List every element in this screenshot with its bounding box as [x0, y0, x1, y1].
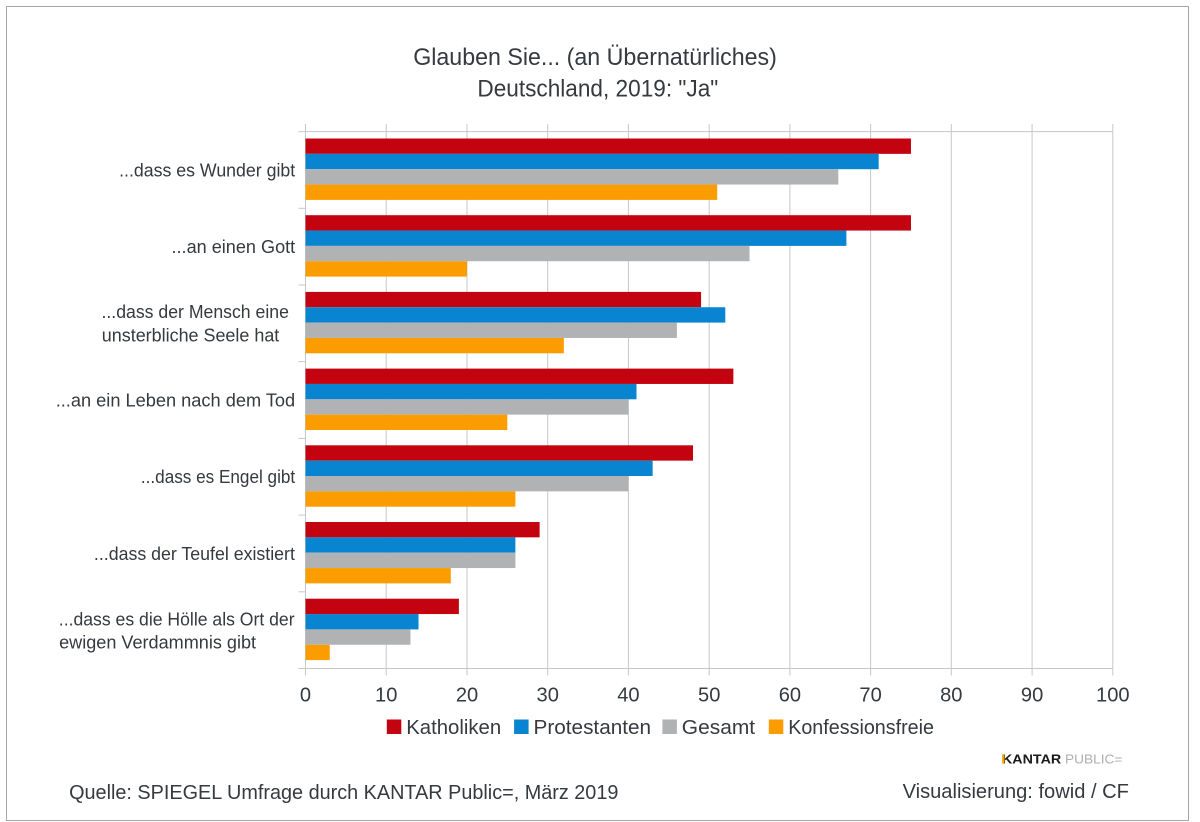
svg-text:ewigen Verdammnis gibt: ewigen Verdammnis gibt: [59, 632, 257, 653]
svg-text:60: 60: [779, 685, 801, 707]
svg-text:unsterbliche Seele hat: unsterbliche Seele hat: [102, 324, 280, 345]
svg-text:PUBLIC=: PUBLIC=: [1065, 752, 1122, 767]
svg-text:...dass es die Hölle als Ort d: ...dass es die Hölle als Ort der: [59, 608, 295, 629]
svg-text:Katholiken: Katholiken: [406, 716, 501, 739]
svg-text:50: 50: [698, 685, 720, 707]
svg-text:Gesamt: Gesamt: [682, 716, 756, 739]
svg-text:10: 10: [375, 685, 397, 707]
svg-text:...dass der Teufel existiert: ...dass der Teufel existiert: [94, 543, 296, 564]
svg-text:80: 80: [940, 685, 962, 707]
svg-text:Konfessionsfreie: Konfessionsfreie: [788, 716, 934, 739]
svg-text:...an ein Leben nach dem Tod: ...an ein Leben nach dem Tod: [56, 390, 296, 411]
svg-text:0: 0: [300, 685, 311, 707]
svg-text:...dass es Wunder gibt: ...dass es Wunder gibt: [119, 159, 296, 180]
svg-text:...dass der Mensch eine: ...dass der Mensch eine: [102, 301, 289, 322]
svg-text:30: 30: [537, 685, 559, 707]
svg-text:40: 40: [617, 685, 639, 707]
svg-text:Quelle: SPIEGEL Umfrage durch: Quelle: SPIEGEL Umfrage durch KANTAR Pub…: [69, 782, 618, 804]
svg-text:70: 70: [859, 685, 881, 707]
svg-text:Glauben Sie... (an Übernatürli: Glauben Sie... (an Übernatürliches): [413, 44, 777, 71]
svg-text:90: 90: [1021, 685, 1043, 707]
svg-text:...an einen Gott: ...an einen Gott: [172, 236, 296, 257]
svg-text:20: 20: [456, 685, 478, 707]
svg-text:...dass es Engel gibt: ...dass es Engel gibt: [141, 466, 296, 487]
svg-text:Protestanten: Protestanten: [534, 716, 652, 739]
svg-text:KANTAR: KANTAR: [1002, 752, 1061, 767]
svg-text:100: 100: [1096, 685, 1130, 707]
svg-text:Deutschland, 2019: "Ja": Deutschland, 2019: "Ja": [477, 75, 718, 102]
svg-text:Visualisierung: fowid / CF: Visualisierung: fowid / CF: [903, 781, 1129, 803]
